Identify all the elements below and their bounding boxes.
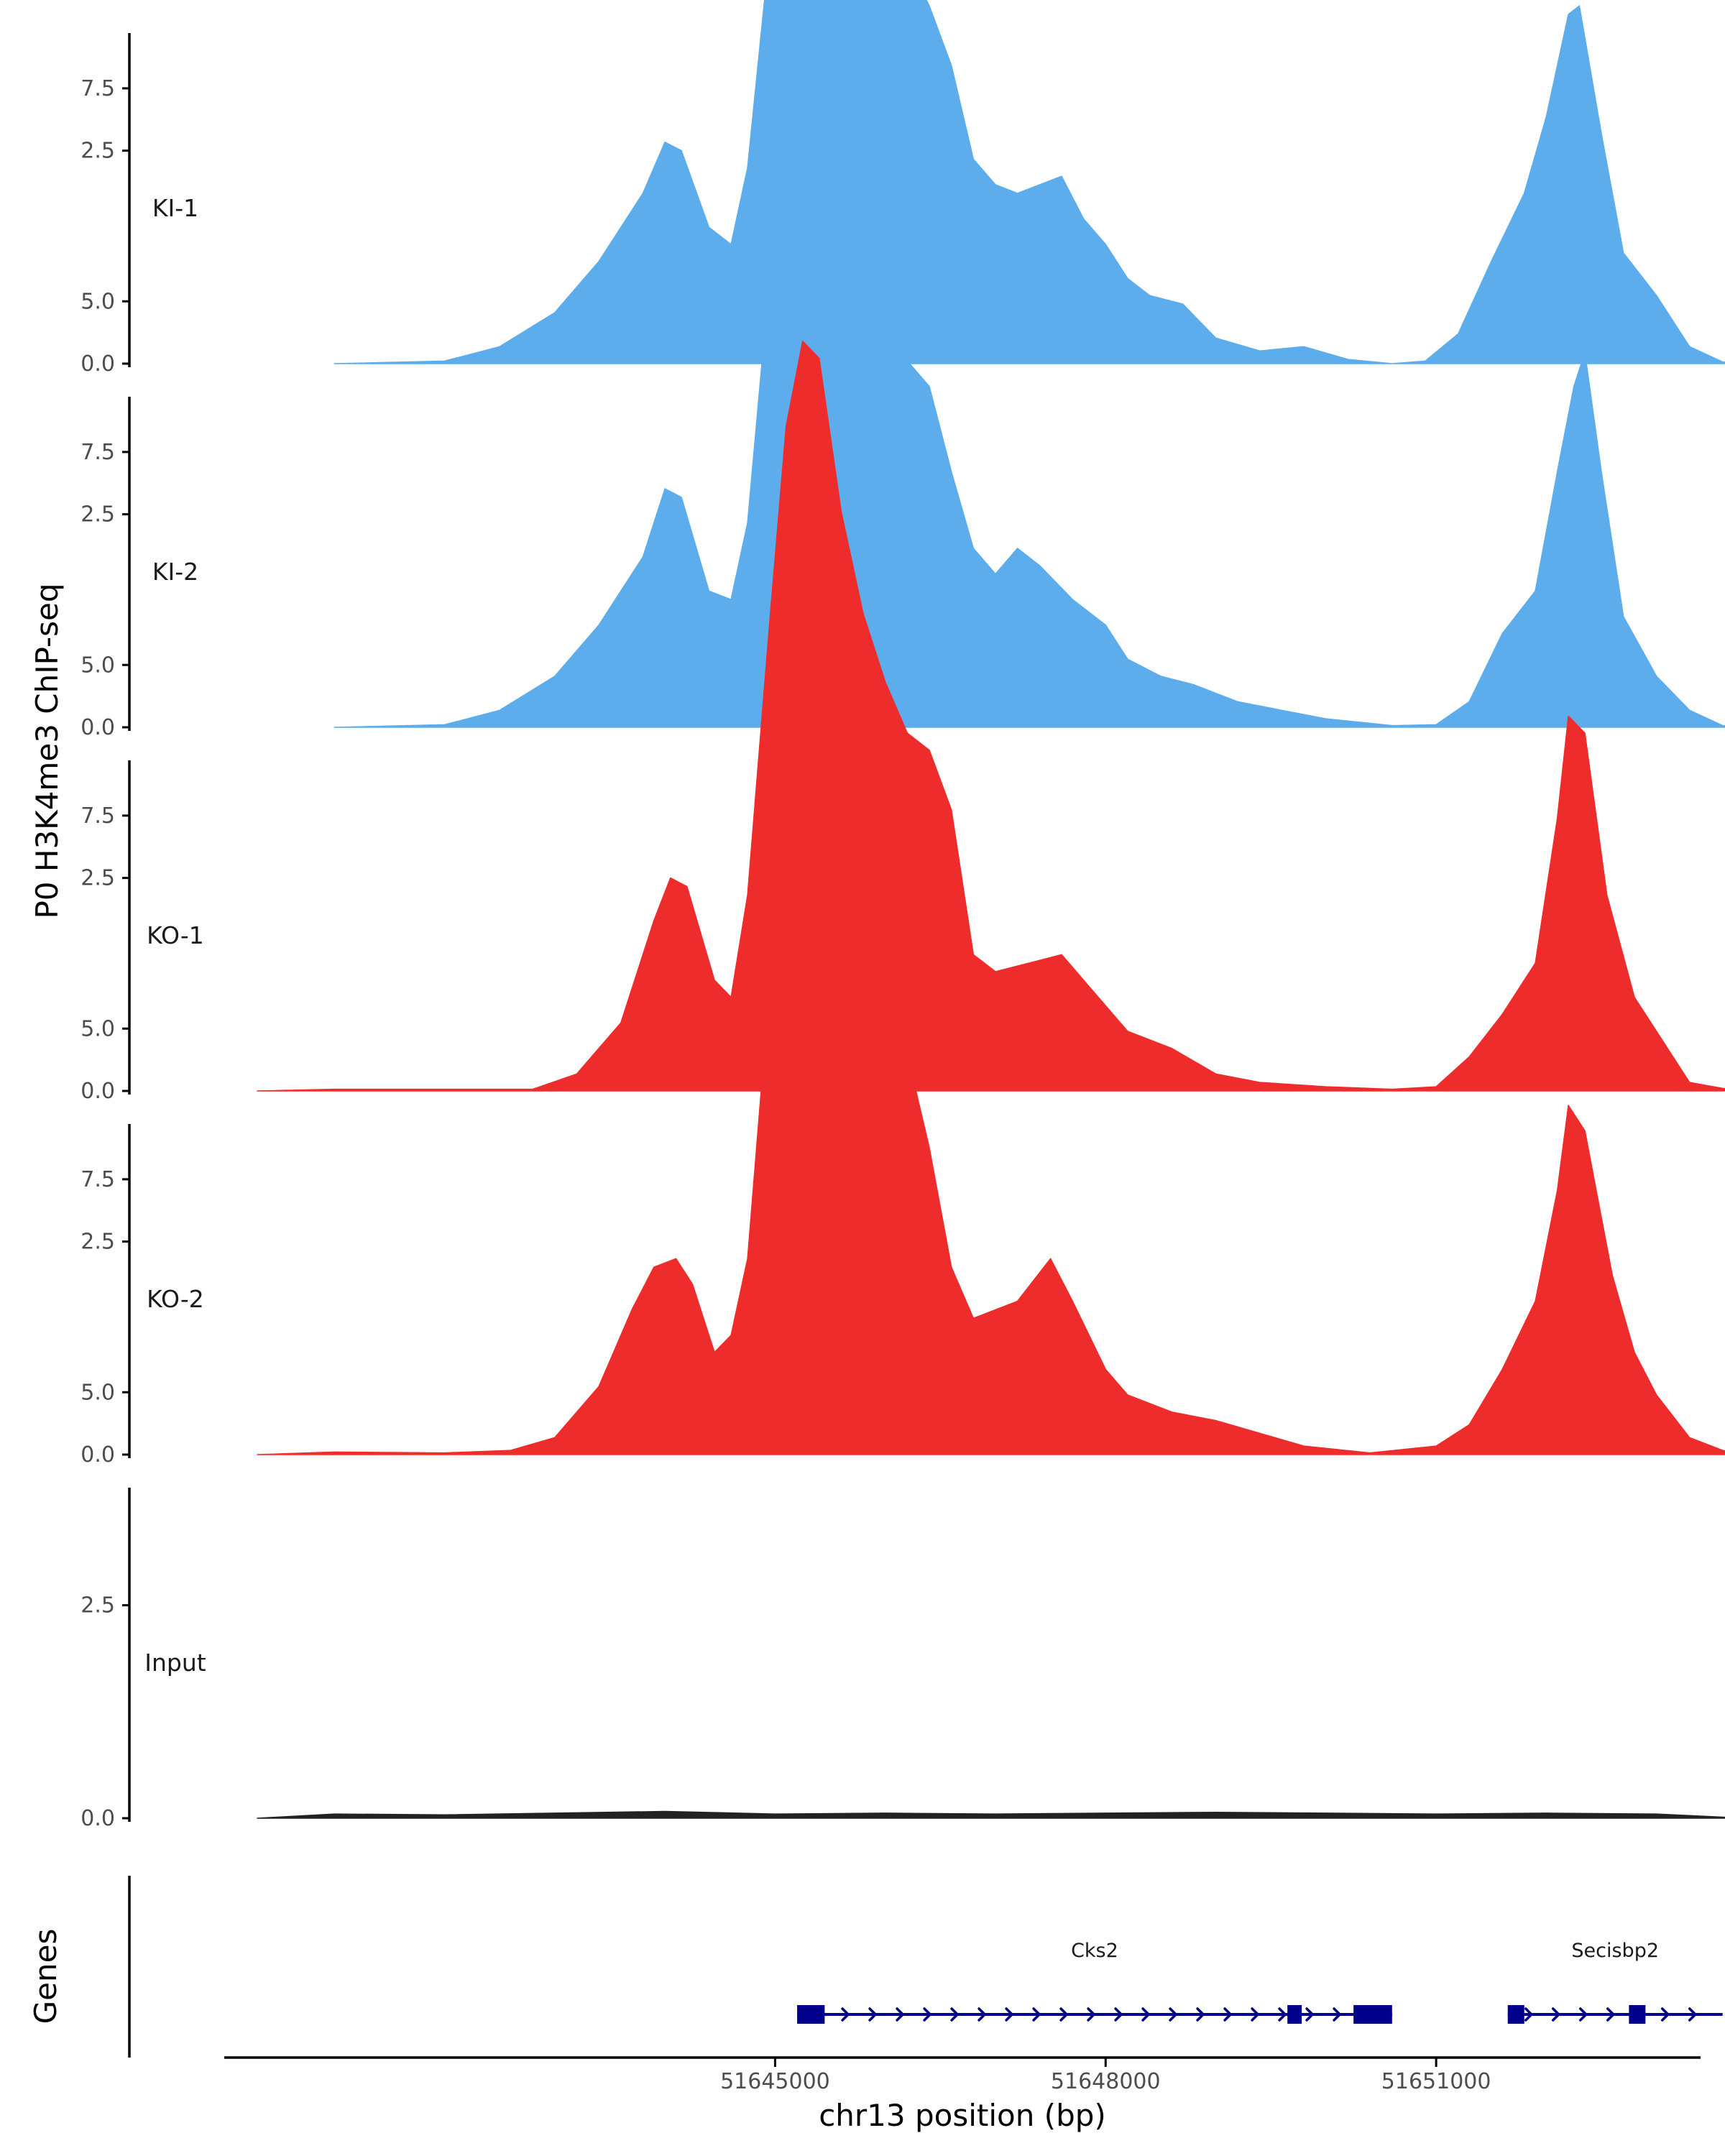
x-tick-label: 51648000 — [1051, 2069, 1161, 2094]
strand-arrow — [1251, 2007, 1259, 2022]
track-label: Input — [144, 1649, 206, 1677]
strand-arrow — [1114, 2007, 1123, 2022]
track-label: KI-1 — [152, 194, 198, 222]
strand-arrow — [978, 2007, 986, 2022]
track-ki-2: 0.0 2.5 5.0 7.5 KI-2 — [80, 0, 1725, 740]
strand-arrow — [1059, 2007, 1068, 2022]
gene-label: Secisbp2 — [1571, 1940, 1659, 1962]
y-tick-label: 5.0 — [80, 289, 115, 314]
strand-arrow — [1087, 2007, 1095, 2022]
y-tick-label: 0.0 — [80, 1806, 115, 1831]
strand-arrow — [896, 2007, 904, 2022]
y-axis-title: P0 H3K4me3 ChIP-seq — [29, 583, 65, 918]
exon — [1353, 2005, 1392, 2024]
y-tick-label: 0.0 — [80, 1079, 115, 1104]
coverage-area — [334, 0, 1725, 364]
strand-arrow — [1552, 2007, 1560, 2022]
x-tick-label: 51645000 — [720, 2069, 830, 2094]
track-label: KO-2 — [147, 1285, 204, 1313]
y-tick-label: 2.5 — [80, 1230, 115, 1255]
strand-arrow — [868, 2007, 877, 2022]
strand-arrow — [1223, 2007, 1232, 2022]
exon — [1629, 2005, 1646, 2024]
y-tick-label: 2.5 — [80, 1593, 115, 1618]
strand-arrow — [1141, 2007, 1150, 2022]
y-tick-label: 7.5 — [80, 76, 115, 101]
track-ki-1: 0.0 2.5 5.0 7.5 KI-1 — [80, 0, 1725, 377]
y-tick-label: 2.5 — [80, 866, 115, 891]
strand-arrow — [1278, 2007, 1287, 2022]
coverage-area — [257, 341, 1725, 1092]
track-input: 0.0 2.5 5.0 7.5 Input — [80, 1167, 1725, 1831]
coverage-area — [334, 0, 1725, 728]
genes-panel: Genes Cks2 Secisbp2 — [28, 1876, 1723, 2058]
gene-cks2: Cks2 — [797, 1940, 1392, 2024]
strand-arrow — [1005, 2007, 1013, 2022]
y-tick-label: 0.0 — [80, 1442, 115, 1468]
strand-arrow — [1661, 2007, 1670, 2022]
exon — [797, 2005, 825, 2024]
strand-arrow — [1196, 2007, 1205, 2022]
gene-secisbp2: Secisbp2 — [1507, 1940, 1723, 2024]
strand-arrow — [1169, 2007, 1177, 2022]
strand-arrow — [1333, 2007, 1341, 2022]
strand-arrow — [950, 2007, 959, 2022]
x-tick-label: 51651000 — [1381, 2069, 1491, 2094]
coverage-area — [257, 687, 1725, 1455]
strand-arrow — [1606, 2007, 1615, 2022]
strand-arrow — [1032, 2007, 1041, 2022]
exon — [1287, 2005, 1302, 2024]
y-tick-label: 7.5 — [80, 1167, 115, 1192]
y-tick-label: 5.0 — [80, 1380, 115, 1405]
track-label: KI-2 — [152, 558, 198, 586]
y-tick-label: 0.0 — [80, 715, 115, 740]
track-label: KO-1 — [147, 921, 204, 949]
strand-arrow — [1524, 2007, 1533, 2022]
strand-arrow — [1305, 2007, 1314, 2022]
y-tick-label: 5.0 — [80, 1016, 115, 1041]
strand-arrow — [923, 2007, 932, 2022]
y-tick-label: 7.5 — [80, 803, 115, 829]
y-tick-label: 2.5 — [80, 502, 115, 528]
y-tick-label: 2.5 — [80, 139, 115, 164]
y-tick-label: 5.0 — [80, 653, 115, 678]
gene-label: Cks2 — [1071, 1940, 1118, 1962]
strand-arrow — [1579, 2007, 1588, 2022]
y-tick-label: 0.0 — [80, 351, 115, 377]
exon — [1507, 2005, 1524, 2024]
x-axis: 51645000 51648000 51651000 — [224, 2056, 1701, 2094]
strand-arrow — [1688, 2007, 1697, 2022]
y-tick-label: 7.5 — [80, 440, 115, 465]
coverage-area — [257, 1810, 1725, 1819]
strand-arrow — [841, 2007, 850, 2022]
coverage-tracks: 0.0 2.5 5.0 7.5 KI-1 0.0 2.5 5.0 7.5 KI-2 0.0 2.5 5.… — [80, 0, 1725, 1831]
x-axis-title: chr13 position (bp) — [819, 2098, 1106, 2133]
genes-panel-title: Genes — [28, 1929, 63, 2024]
